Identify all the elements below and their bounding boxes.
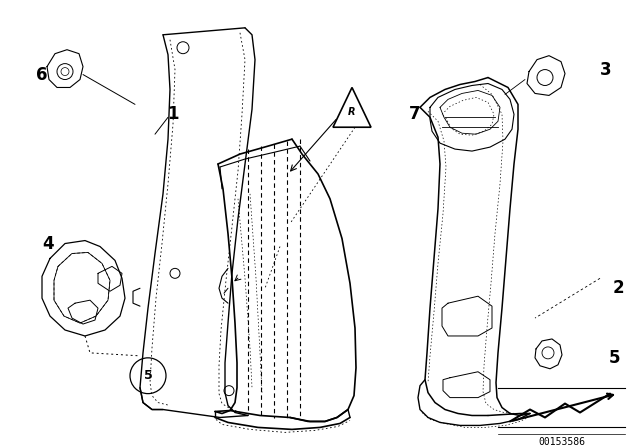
Text: R: R [348, 108, 356, 117]
Text: 5: 5 [609, 349, 621, 367]
Text: 1: 1 [167, 105, 179, 123]
Text: 4: 4 [42, 235, 54, 253]
Text: 2: 2 [612, 279, 624, 297]
Text: 7: 7 [409, 105, 421, 123]
Text: 6: 6 [36, 65, 48, 83]
Text: 00153586: 00153586 [538, 437, 586, 448]
Text: 5: 5 [143, 369, 152, 382]
Text: 3: 3 [600, 60, 612, 78]
